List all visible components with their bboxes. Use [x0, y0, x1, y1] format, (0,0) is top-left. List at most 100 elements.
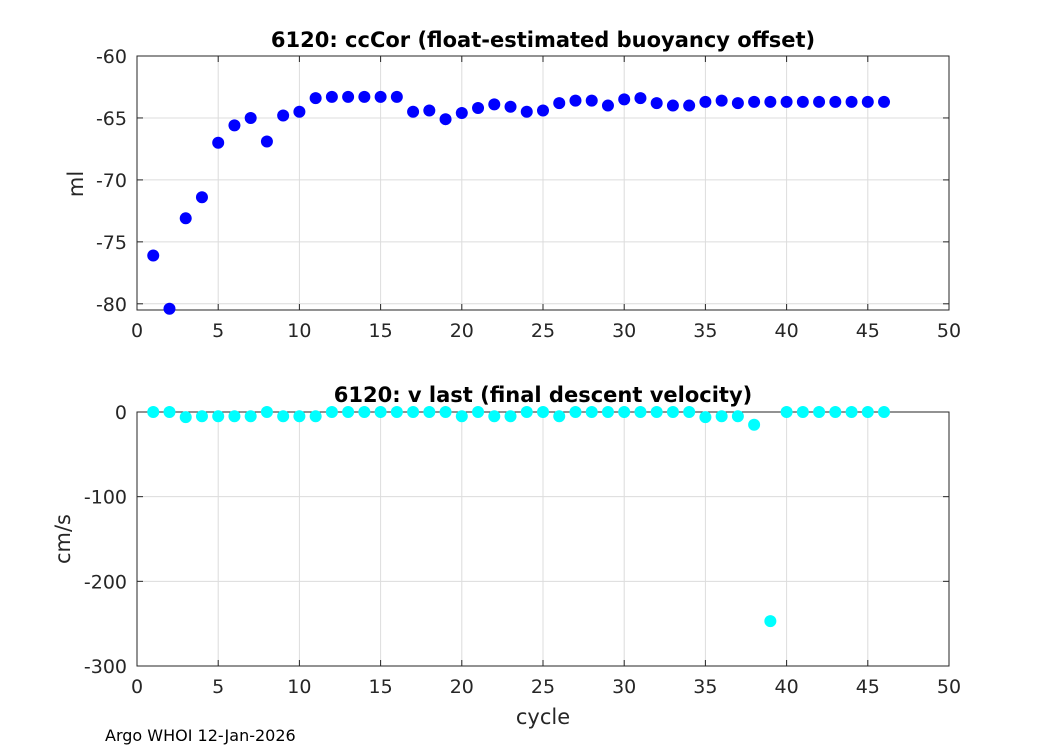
plot-vlast-xtick-label: 35 [693, 676, 717, 698]
plot-vlast: 0 5 10 15 20 25 30 35 40 45 50 -300 -200 -100 0 6120: … [51, 383, 961, 729]
plot-ccCor-point [342, 90, 355, 103]
plot-ccCor-point [748, 95, 761, 108]
plot-vlast-point [699, 411, 712, 424]
plot-ccCor-point [699, 95, 712, 108]
plot-vlast-xtick-label: 5 [212, 676, 224, 698]
plot-ccCor-point [634, 92, 647, 105]
plot-ccCor-xtick-label: 50 [937, 320, 961, 342]
plot-vlast-point [520, 406, 533, 418]
plot-ccCor-point [195, 191, 208, 204]
plot-vlast-xtick-label: 30 [612, 676, 636, 698]
plot-vlast-xtick-label: 40 [775, 676, 799, 698]
plot-ccCor-xtick-label: 30 [612, 320, 636, 342]
plot-ccCor-point [455, 106, 468, 119]
plot-ccCor-point [780, 95, 793, 108]
plot-ccCor-point [147, 249, 160, 262]
plot-vlast-point [342, 406, 355, 418]
plot-vlast-xtick-label: 0 [131, 676, 143, 698]
plot-ccCor-point [374, 90, 387, 103]
plot-vlast-ytick-label: -200 [84, 571, 127, 593]
plot-vlast-xtick-label: 20 [450, 676, 474, 698]
plot-vlast-xtick-label: 10 [287, 676, 311, 698]
plot-ccCor-points [147, 90, 891, 315]
plot-vlast-point [537, 406, 549, 418]
plot-vlast-point [374, 406, 387, 418]
plot-ccCor-ytick-label: -80 [96, 294, 127, 316]
plot-vlast-point [179, 411, 192, 424]
plot-ccCor-point [407, 105, 420, 118]
plot-vlast-point [731, 410, 744, 423]
plot-ccCor-xtick-label: 40 [775, 320, 799, 342]
plot-ccCor-point [537, 104, 549, 117]
plot-vlast-points [147, 406, 891, 628]
plot-ccCor-point [618, 93, 631, 106]
plot-ccCor-point [813, 95, 826, 108]
plot-vlast-title: 6120: v last (final descent velocity) [334, 383, 752, 407]
plot-ccCor-point [731, 97, 744, 110]
plot-ccCor-point [796, 95, 809, 108]
plot-ccCor-point [569, 94, 582, 107]
plot-vlast-point [472, 406, 485, 418]
plot-ccCor-point [423, 104, 436, 117]
plot-vlast-point [407, 406, 420, 418]
plot-ccCor: 0 5 10 15 20 25 30 35 40 45 50 -80 -75 -70 -65 -60 6120… [64, 28, 961, 342]
plot-ccCor-point [878, 95, 891, 108]
plot-vlast-point [601, 406, 614, 418]
plot-vlast-point [618, 406, 631, 418]
plot-ccCor-point [650, 97, 663, 110]
plot-ccCor-point [293, 105, 306, 118]
plot-ccCor-point [520, 105, 533, 118]
plot-vlast-point [504, 410, 517, 423]
plot-vlast-point [666, 406, 679, 418]
plot-vlast-point [488, 410, 501, 423]
plot-vlast-point [813, 406, 826, 418]
plot-ccCor-point [601, 99, 614, 112]
plot-vlast-ylabel: cm/s [51, 514, 75, 564]
plot-vlast-point [325, 406, 338, 418]
plot-vlast-point [861, 406, 874, 418]
plot-ccCor-point [829, 95, 842, 108]
plot-ccCor-point [845, 95, 858, 108]
plot-ccCor-ytick-label: -70 [96, 170, 127, 192]
plot-vlast-point [553, 410, 566, 423]
plot-vlast-xtick-label: 45 [856, 676, 880, 698]
plot-vlast-point [163, 406, 176, 418]
plot-vlast-point [228, 410, 241, 423]
plot-ccCor-point [277, 109, 290, 122]
plot-ccCor-point [488, 98, 501, 111]
plot-ccCor-ytick-label: -75 [96, 232, 127, 254]
plot-vlast-xtick-label: 50 [937, 676, 961, 698]
plot-ccCor-xtick-label: 20 [450, 320, 474, 342]
plot-ccCor-point [472, 102, 485, 115]
plot-vlast-point [244, 410, 257, 423]
plot-ccCor-point [228, 119, 241, 132]
plot-vlast-point [195, 410, 208, 423]
plot-ccCor-point [358, 90, 371, 103]
plot-ccCor-point [666, 99, 679, 112]
plot-vlast-xlabel: cycle [516, 705, 570, 729]
plot-ccCor-point [325, 90, 338, 103]
plot-vlast-point [390, 406, 403, 418]
plot-ccCor-point [390, 90, 403, 103]
plot-ccCor-point [163, 302, 176, 315]
plot-vlast-point [715, 410, 728, 423]
plot-ccCor-point [439, 113, 452, 126]
plot-vlast-point [845, 406, 858, 418]
plot-ccCor-point [553, 97, 566, 110]
plot-vlast-point [293, 410, 306, 423]
plot-vlast-point [569, 406, 582, 418]
plot-ccCor-xtick-label: 10 [287, 320, 311, 342]
plot-ccCor-point [764, 95, 777, 108]
plot-vlast-point [683, 406, 696, 418]
plot-vlast-point [423, 406, 436, 418]
plot-vlast-point [260, 406, 273, 418]
plot-ccCor-title: 6120: ccCor (float-estimated buoyancy of… [271, 28, 815, 52]
plot-ccCor-point [504, 100, 517, 113]
plot-vlast-point [358, 406, 371, 418]
plot-ccCor-xtick-label: 5 [212, 320, 224, 342]
plot-ccCor-point [309, 92, 322, 105]
plot-vlast-point [878, 406, 891, 418]
plot-vlast-point [650, 406, 663, 418]
